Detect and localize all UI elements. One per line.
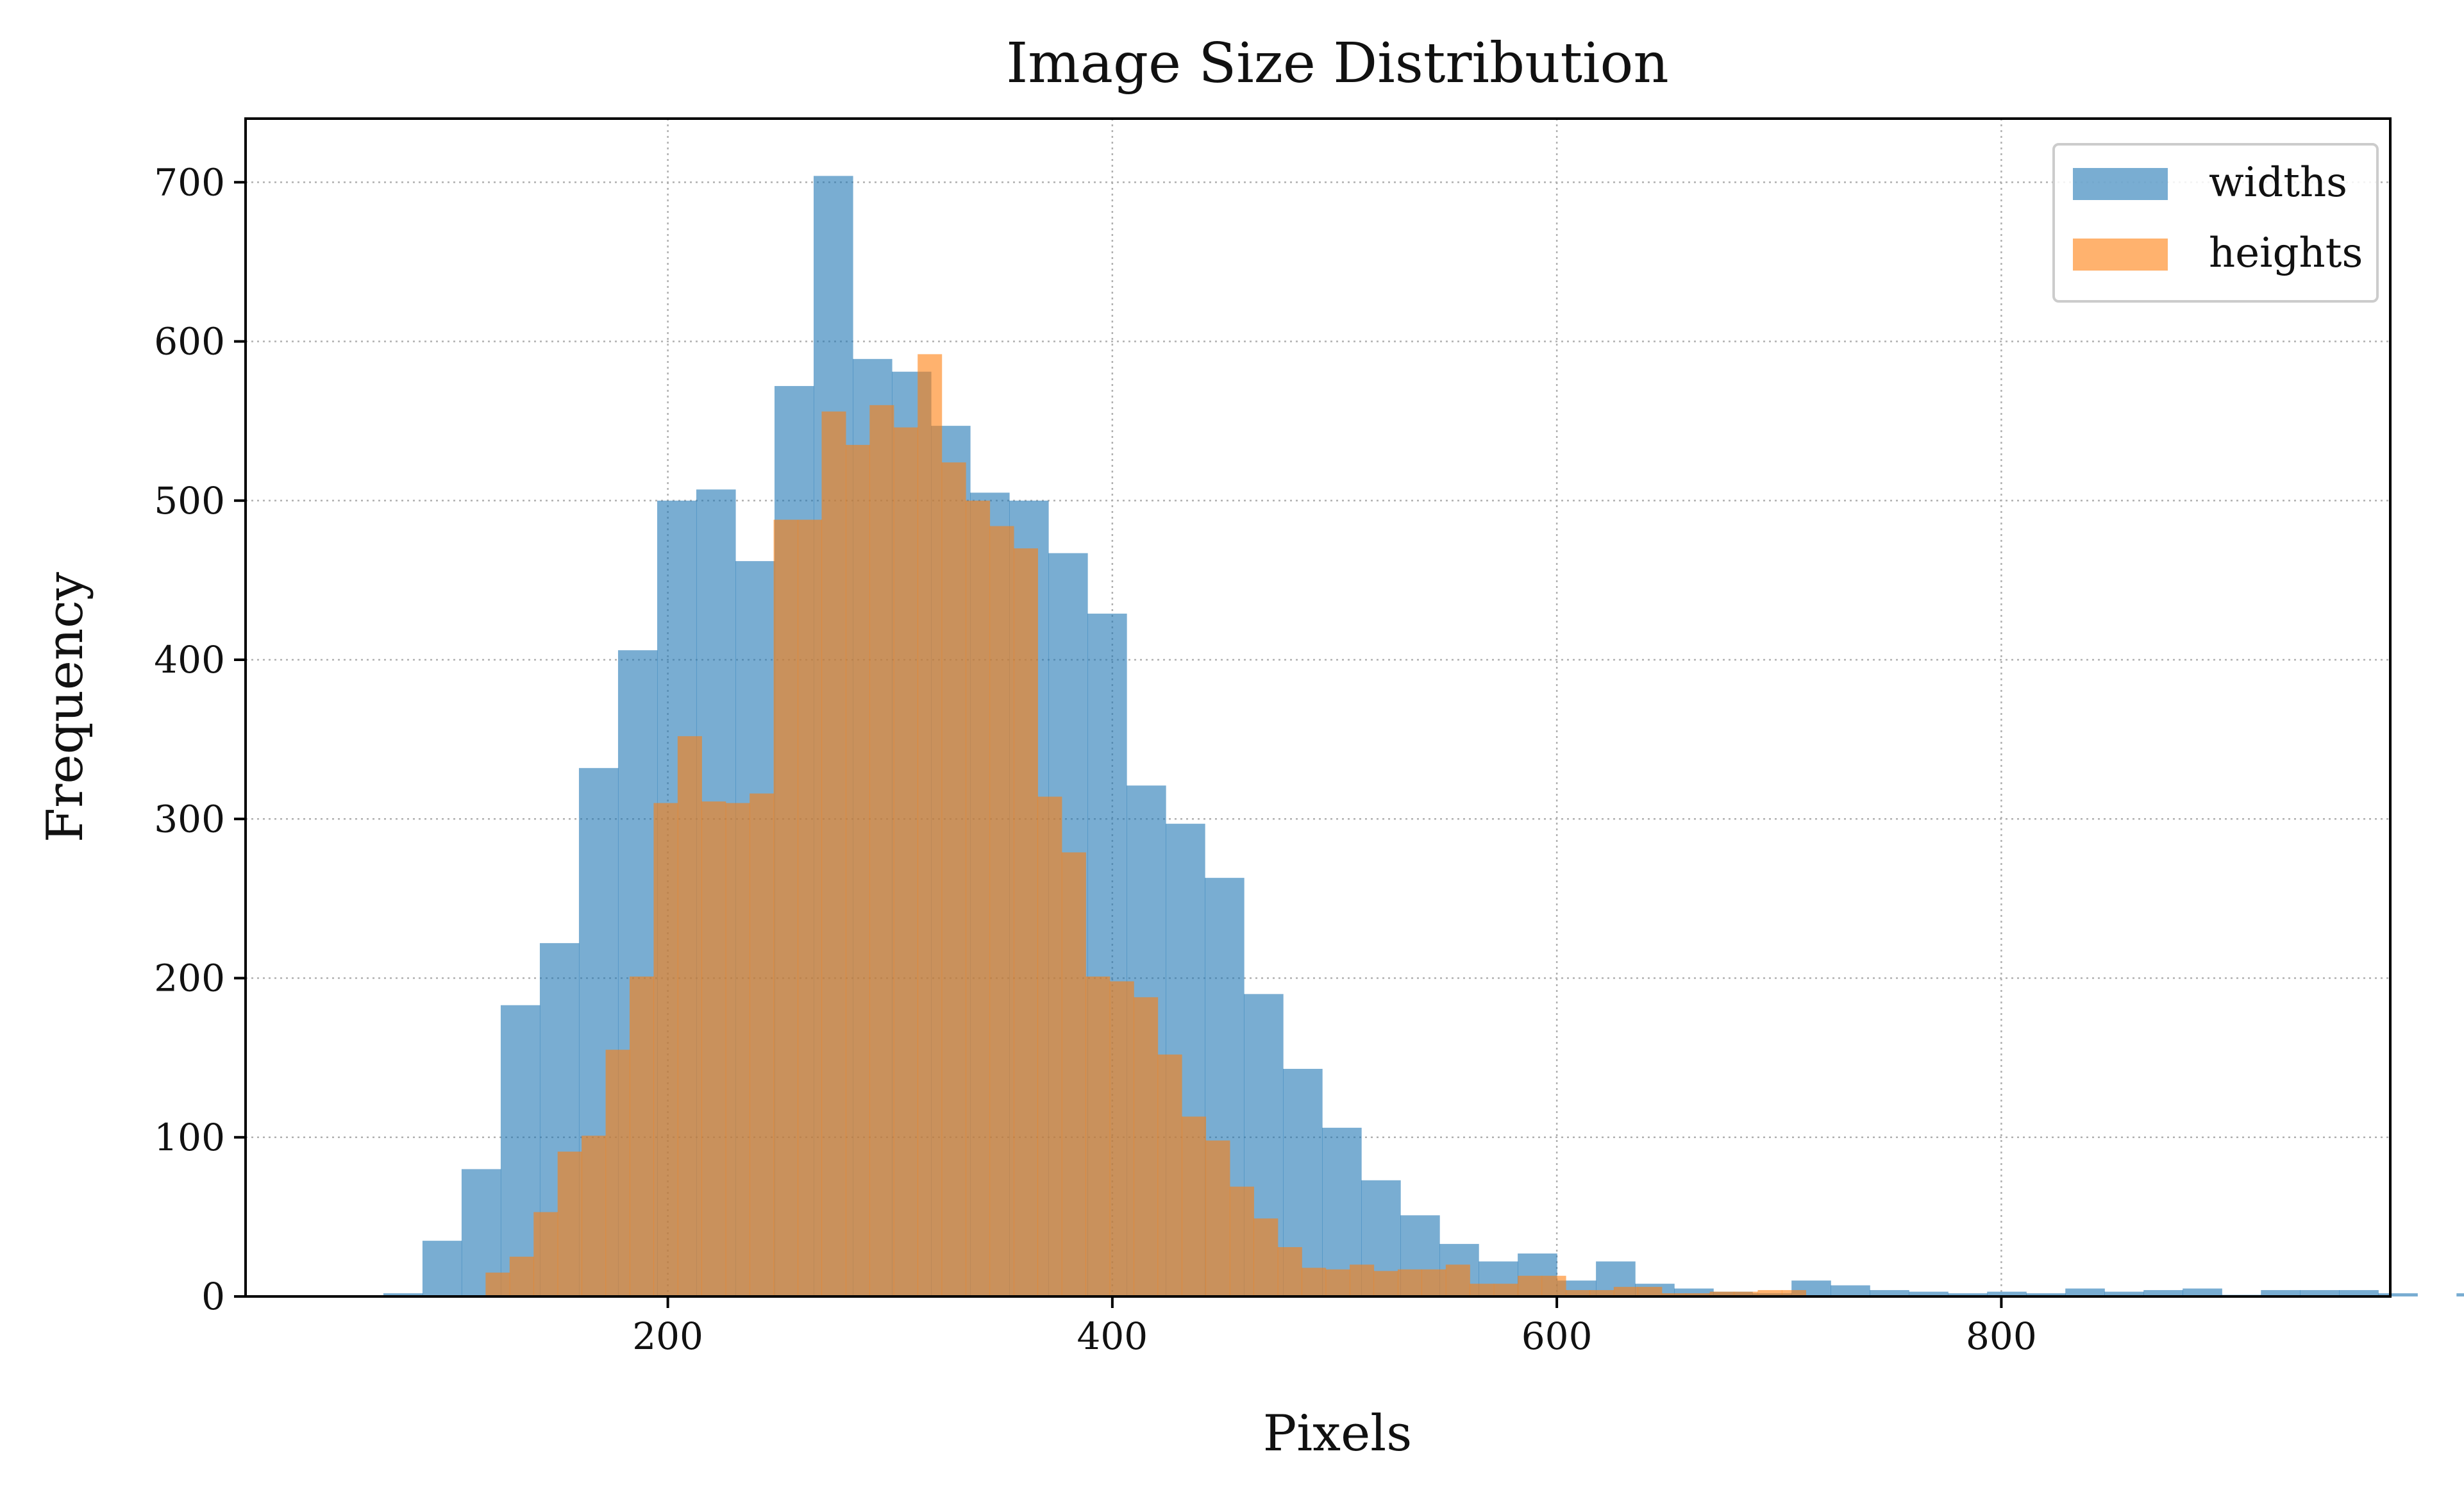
bar-heights — [582, 1136, 607, 1296]
bar-widths — [2143, 1290, 2183, 1296]
x-tick-label: 800 — [1966, 1314, 2037, 1358]
bar-heights — [1781, 1290, 1806, 1296]
bar-heights — [1541, 1275, 1566, 1296]
bar-heights — [653, 803, 678, 1296]
bar-widths — [2339, 1290, 2379, 1296]
bar-heights — [1373, 1271, 1398, 1296]
bar-widths — [383, 1293, 423, 1296]
x-tick-label: 200 — [632, 1314, 703, 1358]
bar-heights — [1157, 1054, 1182, 1296]
bar-heights — [941, 462, 966, 1297]
axis-ticks: 200 400 600 800 0 100 200 300 400 500 600 700 — [154, 160, 2036, 1358]
bar-widths — [2183, 1288, 2222, 1296]
bar-heights — [509, 1256, 534, 1296]
bar-widths — [1948, 1293, 1988, 1296]
bar-heights — [966, 500, 991, 1296]
bar-widths — [2300, 1290, 2340, 1296]
bar-heights — [1734, 1291, 1759, 1296]
legend-label-heights: heights — [2209, 230, 2363, 277]
bar-heights — [893, 427, 918, 1296]
bar-heights — [773, 519, 798, 1296]
legend-swatch-heights — [2073, 239, 2168, 271]
legend-label-widths: widths — [2209, 159, 2347, 206]
bar-heights — [989, 526, 1014, 1296]
y-tick-label: 700 — [154, 160, 225, 204]
bar-heights — [1085, 977, 1110, 1296]
bar-heights — [798, 519, 823, 1296]
bar-heights — [1686, 1293, 1711, 1296]
y-tick-label: 500 — [154, 479, 225, 523]
bar-widths — [1831, 1285, 1870, 1296]
bars — [383, 176, 2464, 1297]
y-tick-label: 0 — [201, 1275, 225, 1318]
bar-heights — [845, 444, 870, 1296]
bar-heights — [1350, 1264, 1375, 1296]
y-tick-label: 400 — [154, 638, 225, 682]
bar-heights — [1325, 1269, 1350, 1296]
legend-swatch-widths — [2073, 168, 2168, 200]
bar-widths — [2378, 1293, 2418, 1296]
bar-heights — [1638, 1287, 1663, 1296]
bar-heights — [1518, 1275, 1543, 1296]
bar-heights — [1661, 1293, 1686, 1296]
y-tick-label: 100 — [154, 1116, 225, 1159]
x-tick-label: 600 — [1521, 1314, 1593, 1358]
bar-heights — [1277, 1247, 1302, 1296]
y-tick-label: 600 — [154, 320, 225, 364]
bar-heights — [1565, 1290, 1591, 1296]
bar-heights — [725, 803, 750, 1296]
plot-frame — [244, 117, 2392, 1298]
bar-heights — [1253, 1218, 1278, 1296]
bar-heights — [1109, 981, 1134, 1296]
bar-heights — [869, 405, 894, 1296]
bar-heights — [1205, 1140, 1230, 1296]
bar-heights — [1134, 997, 1159, 1296]
bar-heights — [1589, 1290, 1614, 1296]
bar-heights — [1421, 1269, 1446, 1296]
x-axis-label: Pixels — [1263, 1405, 1412, 1463]
bar-heights — [605, 1050, 630, 1296]
bar-widths — [1870, 1290, 1909, 1296]
bar-widths — [2026, 1293, 2066, 1296]
bar-heights — [701, 801, 726, 1296]
bar-heights — [821, 411, 846, 1296]
bar-widths — [2261, 1290, 2301, 1296]
bar-heights — [1302, 1268, 1327, 1296]
y-tick-label: 200 — [154, 957, 225, 1000]
bar-heights — [750, 793, 775, 1296]
bar-heights — [629, 977, 655, 1296]
bar-heights — [1709, 1291, 1734, 1296]
y-axis-label: Frequency — [37, 572, 94, 843]
bar-heights — [1013, 548, 1038, 1296]
bar-heights — [1229, 1186, 1254, 1296]
bar-heights — [485, 1272, 510, 1296]
bar-heights — [918, 354, 943, 1296]
bar-heights — [1445, 1264, 1470, 1296]
bar-heights — [1613, 1287, 1638, 1296]
x-tick-label: 400 — [1077, 1314, 1148, 1358]
bar-heights — [1757, 1290, 1782, 1296]
chart-title: Image Size Distribution — [1006, 31, 1668, 96]
bar-widths — [2456, 1293, 2464, 1296]
bar-heights — [1397, 1269, 1422, 1296]
bar-widths — [2065, 1288, 2105, 1296]
bar-heights — [557, 1152, 582, 1296]
bar-heights — [1493, 1284, 1518, 1296]
bar-widths — [1987, 1291, 2027, 1296]
bar-heights — [1470, 1284, 1495, 1296]
bar-widths — [1909, 1291, 1949, 1296]
bar-heights — [533, 1212, 558, 1296]
y-tick-label: 300 — [154, 797, 225, 841]
bar-widths — [2104, 1291, 2144, 1296]
legend: widths heights — [2052, 143, 2379, 303]
bar-widths — [422, 1241, 462, 1296]
bar-heights — [1061, 852, 1086, 1296]
bar-heights — [677, 736, 702, 1296]
bar-heights — [1037, 796, 1062, 1296]
bar-heights — [1182, 1116, 1207, 1296]
